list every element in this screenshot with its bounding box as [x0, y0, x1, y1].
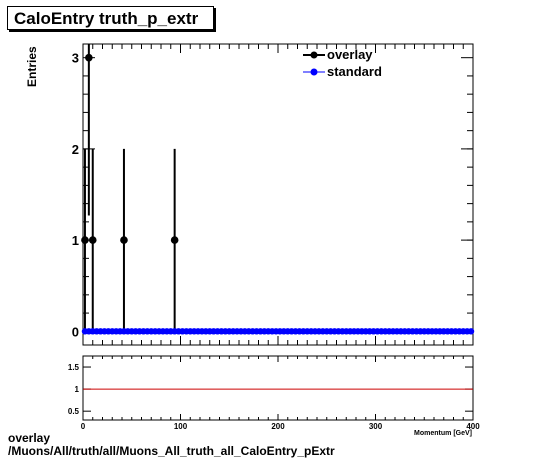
ratio-y-tick-label: 1.5: [68, 363, 80, 372]
y-tick-label: 1: [72, 233, 79, 248]
x-axis-label: Momentum [GeV]: [414, 430, 472, 437]
legend-overlay-marker: [310, 51, 318, 59]
y-tick-label: 0: [72, 324, 79, 339]
main-axis-ticks: 0 1 2 3: [72, 44, 474, 345]
ratio-y-tick-label: 1: [75, 385, 80, 394]
y-tick-label: 2: [72, 142, 79, 157]
overlay-point: [85, 53, 93, 62]
y-axis-label: Entries: [25, 46, 39, 87]
overlay-point: [120, 236, 128, 244]
legend-overlay-label: overlay: [327, 47, 373, 62]
ratio-y-tick-label: 0.5: [68, 407, 80, 416]
footer-line-1: overlay: [8, 431, 51, 445]
y-tick-label: 3: [72, 51, 79, 66]
legend-standard-marker: [310, 68, 318, 76]
legend-standard-label: standard: [327, 64, 382, 79]
overlay-point: [81, 236, 89, 244]
footer-path: overlay /Muons/All/truth/all/Muons_All_t…: [8, 432, 335, 458]
ratio-plot-frame: [82, 355, 474, 421]
ratio-x-tick-label: 200: [271, 422, 285, 431]
overlay-series: [81, 44, 179, 332]
legend: overlay standard: [303, 47, 382, 79]
ratio-x-tick-label: 100: [174, 422, 188, 431]
ratio-x-tick-label: 400: [466, 422, 480, 431]
standard-point: [467, 328, 475, 335]
standard-series: [81, 328, 475, 335]
main-frame-rect: [82, 43, 474, 346]
ratio-x-tick-label: 0: [81, 422, 86, 431]
plot-title: CaloEntry truth_p_extr: [7, 6, 214, 30]
main-plot-frame: [82, 43, 474, 346]
footer-line-2: /Muons/All/truth/all/Muons_All_truth_all…: [8, 444, 335, 458]
overlay-point: [170, 236, 179, 244]
overlay-point: [88, 236, 97, 244]
ratio-frame-rect: [82, 355, 474, 421]
ratio-x-tick-label: 300: [369, 422, 383, 431]
